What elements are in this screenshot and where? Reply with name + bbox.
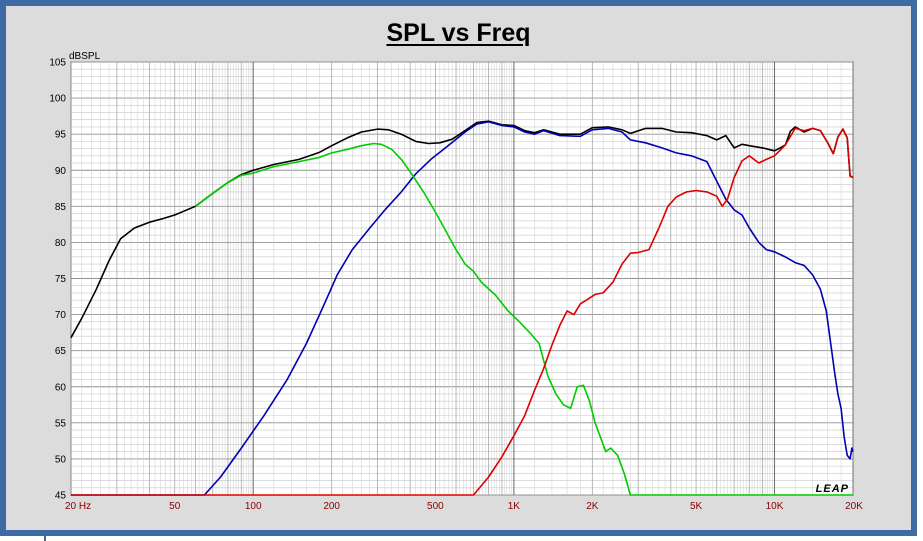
y-tick-label: 70 (55, 310, 67, 321)
x-tick-label: 20K (845, 501, 863, 512)
x-tick-label: 5K (690, 501, 703, 512)
y-tick-label: 100 (49, 94, 66, 105)
y-tick-label: 80 (55, 238, 67, 249)
y-tick-label: 50 (55, 454, 67, 465)
y-tick-label: 85 (55, 202, 67, 213)
y-tick-label: 75 (55, 274, 67, 285)
y-tick-label: 60 (55, 382, 67, 393)
frame-edge-mark (44, 530, 46, 541)
y-tick-label: 90 (55, 166, 67, 177)
y-tick-label: 65 (55, 346, 67, 357)
series-lines (70, 120, 854, 496)
series-line-3 (194, 142, 853, 496)
x-tick-label: 500 (427, 501, 444, 512)
y-tick-label: 105 (49, 58, 66, 69)
y-tick-label: 95 (55, 130, 67, 141)
x-tick-label: 200 (323, 501, 340, 512)
x-axis-ticks: 20 Hz 50 100 200 500 1K 2K 5K 10K 20K (65, 501, 863, 512)
x-tick-label: 50 (169, 501, 181, 512)
leap-watermark: LEAP (816, 483, 849, 495)
x-tick-label: 20 Hz (65, 501, 91, 512)
x-tick-label: 1K (508, 501, 521, 512)
x-tick-label: 10K (766, 501, 784, 512)
chart-title: SPL vs Freq (386, 19, 531, 47)
x-tick-label: 100 (245, 501, 262, 512)
series-line-2 (71, 121, 854, 496)
series-line-4 (71, 127, 854, 496)
x-tick-label: 2K (586, 501, 599, 512)
y-tick-label: 45 (55, 491, 67, 502)
grid (70, 61, 854, 496)
y-axis-label: dBSPL (69, 51, 101, 62)
y-tick-label: 55 (55, 418, 67, 429)
y-axis-ticks: 105 100 95 90 85 80 75 70 65 60 55 50 45 (49, 58, 66, 502)
